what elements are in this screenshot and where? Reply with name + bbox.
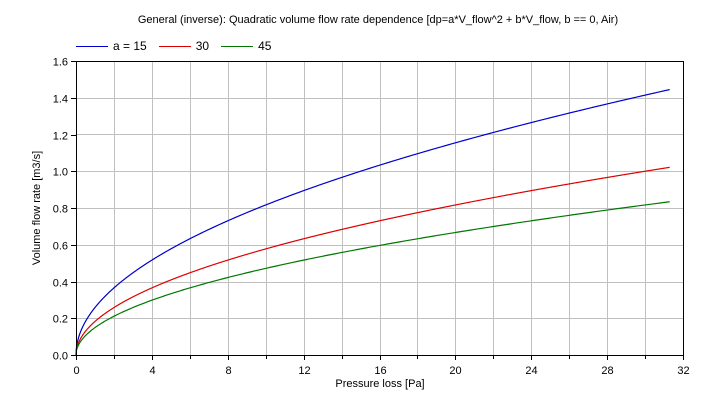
legend-item-a30[interactable]: 30 bbox=[158, 39, 210, 53]
svg-text:0.8: 0.8 bbox=[53, 204, 68, 216]
svg-text:0.6: 0.6 bbox=[53, 241, 68, 253]
svg-text:0.2: 0.2 bbox=[53, 314, 68, 326]
axes bbox=[71, 61, 684, 360]
svg-text:1.0: 1.0 bbox=[53, 167, 68, 179]
svg-text:0: 0 bbox=[73, 365, 79, 377]
legend-label: 45 bbox=[258, 39, 272, 53]
legend-item-a15[interactable]: a = 15 bbox=[76, 39, 147, 53]
legend-line-icon bbox=[158, 45, 191, 47]
legend-item-a45[interactable]: 45 bbox=[221, 39, 271, 53]
legend: a = 15 30 45 bbox=[76, 39, 283, 53]
legend-label: 30 bbox=[195, 39, 210, 53]
svg-text:24: 24 bbox=[525, 365, 537, 377]
svg-text:4: 4 bbox=[149, 365, 155, 377]
svg-text:0.0: 0.0 bbox=[53, 351, 68, 363]
svg-text:1.2: 1.2 bbox=[53, 131, 68, 143]
y-axis-label: Volume flow rate [m3/s] bbox=[31, 151, 43, 265]
svg-text:1.4: 1.4 bbox=[53, 94, 68, 106]
grid-lines bbox=[76, 61, 683, 355]
data-curves bbox=[75, 88, 670, 355]
tick-labels: 0 4 8 12 16 20 24 28 32 0.0 0.2 0.4 0.6 0.8 1.0 1.2 1.4 1… bbox=[53, 57, 690, 378]
svg-text:28: 28 bbox=[601, 365, 613, 377]
svg-text:32: 32 bbox=[677, 365, 689, 377]
svg-text:8: 8 bbox=[225, 365, 231, 377]
legend-line-icon bbox=[221, 45, 254, 47]
legend-label: a = 15 bbox=[113, 39, 147, 53]
legend-line-icon bbox=[76, 45, 108, 47]
svg-text:0.4: 0.4 bbox=[53, 278, 68, 290]
x-axis-label: Pressure loss [Pa] bbox=[335, 378, 424, 390]
svg-text:16: 16 bbox=[374, 365, 386, 377]
svg-text:12: 12 bbox=[298, 365, 310, 377]
svg-text:20: 20 bbox=[449, 365, 461, 377]
chart-title: General (inverse): Quadratic volume flow… bbox=[137, 14, 619, 26]
svg-text:1.6: 1.6 bbox=[53, 57, 68, 69]
